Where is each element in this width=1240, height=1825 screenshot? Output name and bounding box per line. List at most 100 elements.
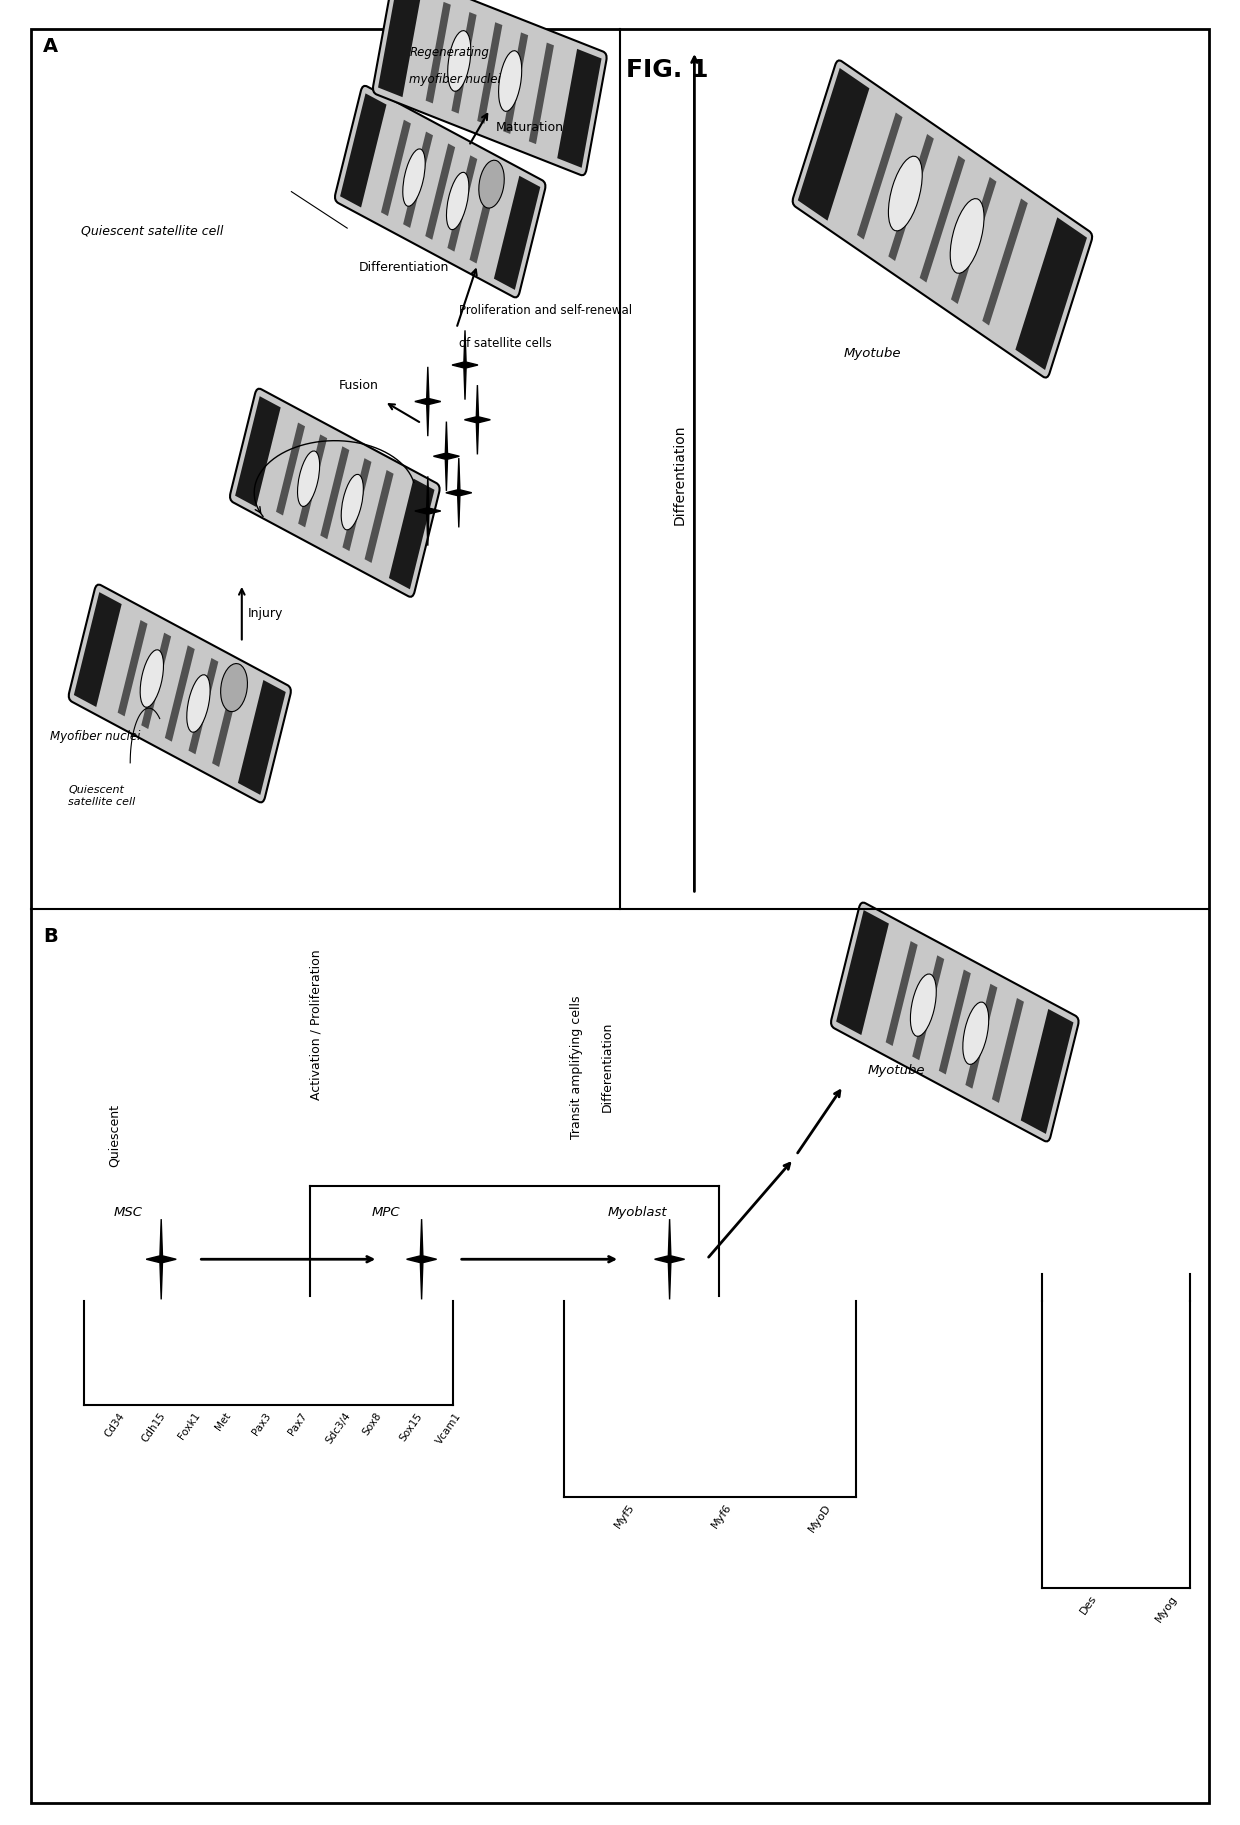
Text: Cdh15: Cdh15 [140, 1411, 167, 1444]
Text: Quiescent
satellite cell: Quiescent satellite cell [68, 785, 135, 807]
Text: Differentiation: Differentiation [601, 1022, 614, 1113]
Ellipse shape [498, 51, 522, 111]
Text: Myf6: Myf6 [709, 1502, 734, 1529]
Bar [451, 13, 476, 113]
Text: Myf5: Myf5 [613, 1502, 636, 1529]
Text: Maturation: Maturation [496, 120, 564, 135]
Text: Vcam1: Vcam1 [434, 1411, 463, 1445]
Bar [951, 177, 997, 305]
Polygon shape [453, 330, 477, 400]
Bar [188, 659, 218, 754]
Ellipse shape [403, 150, 425, 206]
Polygon shape [434, 422, 459, 491]
Text: Sox15: Sox15 [397, 1411, 424, 1444]
Text: B: B [43, 927, 58, 945]
FancyBboxPatch shape [68, 584, 291, 803]
Text: Sox8: Sox8 [361, 1411, 383, 1438]
Bar [340, 93, 387, 208]
Ellipse shape [910, 975, 936, 1037]
Bar [797, 68, 869, 221]
Text: Myoblast: Myoblast [608, 1206, 667, 1219]
Bar [236, 396, 280, 507]
Bar [298, 434, 327, 527]
Polygon shape [465, 385, 490, 454]
FancyBboxPatch shape [373, 0, 606, 175]
Text: MSC: MSC [114, 1206, 143, 1219]
Bar [477, 22, 502, 124]
Bar [1016, 217, 1087, 370]
Bar [557, 49, 601, 168]
Bar [913, 954, 944, 1060]
Text: Proliferation and self-renewal: Proliferation and self-renewal [459, 303, 632, 318]
Bar [320, 447, 350, 538]
Bar [470, 168, 500, 263]
Bar [503, 33, 528, 133]
Ellipse shape [446, 172, 469, 230]
Bar [836, 911, 889, 1035]
Bar [141, 633, 171, 728]
Bar [381, 120, 410, 215]
Bar [165, 646, 195, 741]
Bar [939, 969, 971, 1075]
Bar [277, 423, 305, 515]
Text: FIG. 1: FIG. 1 [626, 58, 709, 82]
Bar [425, 2, 451, 104]
Bar [494, 175, 541, 290]
Text: Injury: Injury [248, 606, 284, 620]
Text: of satellite cells: of satellite cells [459, 336, 552, 350]
Bar [403, 131, 433, 228]
Bar [425, 144, 455, 239]
Ellipse shape [448, 31, 471, 91]
Ellipse shape [187, 675, 210, 732]
FancyBboxPatch shape [335, 86, 546, 297]
FancyBboxPatch shape [229, 389, 440, 597]
Ellipse shape [888, 157, 923, 232]
Text: Foxk1: Foxk1 [176, 1411, 202, 1442]
Polygon shape [407, 1219, 436, 1299]
Text: Regenerating: Regenerating [409, 46, 489, 58]
Text: Transit amplifying cells: Transit amplifying cells [570, 995, 583, 1139]
Bar [378, 0, 423, 97]
Ellipse shape [950, 199, 985, 274]
Text: MyoD: MyoD [807, 1502, 833, 1533]
Text: MPC: MPC [372, 1206, 401, 1219]
Bar [212, 670, 242, 766]
Bar [982, 199, 1028, 325]
Text: Sdc3/4: Sdc3/4 [324, 1411, 352, 1445]
Bar [342, 458, 372, 551]
Text: Pax3: Pax3 [250, 1411, 273, 1436]
Ellipse shape [298, 451, 320, 507]
Polygon shape [655, 1219, 684, 1299]
Text: Myofiber nuclei: Myofiber nuclei [50, 730, 140, 743]
Bar [857, 113, 903, 239]
Text: Quiescent satellite cell: Quiescent satellite cell [81, 224, 223, 237]
Bar [992, 998, 1024, 1102]
Bar [920, 155, 965, 283]
Ellipse shape [221, 664, 248, 712]
Text: Pax7: Pax7 [286, 1411, 309, 1436]
Polygon shape [415, 367, 440, 436]
Text: Differentiation: Differentiation [672, 423, 687, 526]
Text: Myog: Myog [1153, 1593, 1179, 1624]
Polygon shape [446, 458, 471, 527]
Bar [528, 42, 554, 144]
Bar [448, 155, 477, 252]
Bar [966, 984, 997, 1090]
Text: Met: Met [213, 1411, 233, 1433]
Text: Activation / Proliferation: Activation / Proliferation [310, 949, 322, 1100]
Bar [365, 471, 393, 562]
Bar [118, 620, 148, 717]
Text: Fusion: Fusion [339, 380, 378, 392]
Ellipse shape [479, 161, 505, 208]
Bar [885, 942, 918, 1046]
Text: Des: Des [1079, 1593, 1099, 1617]
Text: Myotube: Myotube [868, 1064, 925, 1077]
Bar [888, 133, 934, 261]
Ellipse shape [962, 1002, 988, 1064]
Text: A: A [43, 36, 58, 55]
Polygon shape [146, 1219, 176, 1299]
Text: Cd34: Cd34 [103, 1411, 126, 1438]
Bar [1021, 1009, 1074, 1133]
Bar [74, 591, 122, 706]
Text: Myotube: Myotube [843, 347, 900, 360]
